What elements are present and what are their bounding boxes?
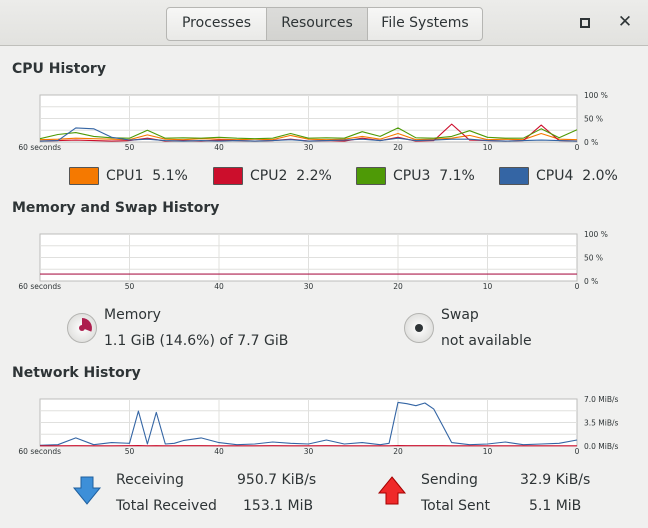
memory-y-tick-label: 50 %	[584, 254, 603, 263]
total-received-value: 153.1 MiB	[243, 498, 314, 514]
memory-x-tick-label: 40	[214, 282, 224, 291]
memory-y-tick-label: 100 %	[584, 230, 608, 239]
close-icon: ✕	[617, 12, 633, 32]
network-x-tick-label: 60 seconds	[18, 447, 61, 456]
cpu-y-tick-label: 0 %	[584, 138, 598, 147]
cpu4-color-swatch[interactable]	[499, 167, 529, 185]
cpu-x-tick-label: 0	[575, 143, 580, 152]
cpu1-name: CPU1	[106, 168, 144, 184]
sending-value: 32.9 KiB/s	[520, 472, 591, 488]
memory-x-tick-label: 50	[125, 282, 135, 291]
cpu-x-tick-label: 20	[393, 143, 403, 152]
swap-label: Swap	[441, 307, 479, 323]
cpu-x-tick-label: 30	[304, 143, 314, 152]
memory-y-tick-label: 0 %	[584, 277, 598, 286]
cpu3-value: 7.1%	[439, 168, 475, 184]
memory-x-tick-label: 0	[575, 282, 580, 291]
network-y-tick-label: 7.0 MiB/s	[584, 395, 619, 404]
cpu2-legend[interactable]: CPU2 2.2%	[213, 166, 332, 186]
maximize-button[interactable]	[575, 13, 595, 33]
network-y-tick-label: 3.5 MiB/s	[584, 419, 619, 428]
cpu-x-tick-label: 50	[125, 143, 135, 152]
cpu3-legend[interactable]: CPU3 7.1%	[356, 166, 475, 186]
memory-label: Memory	[104, 307, 161, 323]
tab-processes[interactable]: Processes	[167, 8, 267, 40]
maximize-icon	[580, 18, 590, 28]
memory-chart: 60 seconds 50 40 30 20 10 0 100 % 50 % 0 %	[18, 230, 607, 291]
cpu4-value: 2.0%	[582, 168, 618, 184]
cpu2-name: CPU2	[250, 168, 288, 184]
cpu1-color-swatch[interactable]	[69, 167, 99, 185]
swap-value: not available	[441, 333, 532, 349]
cpu1-legend[interactable]: CPU1 5.1%	[69, 166, 188, 186]
sending-label: Sending	[421, 472, 478, 488]
receiving-arrow-icon[interactable]	[72, 476, 103, 506]
cpu-x-tick-label: 40	[214, 143, 224, 152]
cpu-series-cpu3-line	[39, 127, 578, 140]
cpu4-name: CPU4	[536, 168, 574, 184]
memory-x-tick-label: 30	[304, 282, 314, 291]
cpu-x-tick-label: 60 seconds	[18, 143, 61, 152]
memory-x-tick-label: 10	[483, 282, 493, 291]
receiving-value: 950.7 KiB/s	[237, 472, 317, 488]
cpu-y-tick-label: 100 %	[584, 91, 608, 100]
total-received-label: Total Received	[116, 498, 217, 514]
cpu3-color-swatch[interactable]	[356, 167, 386, 185]
receiving-label: Receiving	[116, 472, 184, 488]
cpu2-color-swatch[interactable]	[213, 167, 243, 185]
cpu-series-cpu4-line	[39, 127, 578, 142]
cpu-y-tick-label: 50 %	[584, 115, 603, 124]
network-x-tick-label: 40	[214, 447, 224, 456]
network-x-tick-label: 0	[575, 447, 580, 456]
memory-x-tick-label: 20	[393, 282, 403, 291]
network-y-tick-label: 0.0 MiB/s	[584, 442, 619, 451]
cpu2-value: 2.2%	[296, 168, 332, 184]
memory-value: 1.1 GiB (14.6%) of 7.7 GiB	[104, 333, 289, 349]
network-x-tick-label: 20	[393, 447, 403, 456]
tab-resources[interactable]: Resources	[267, 8, 368, 40]
network-history-title: Network History	[12, 365, 141, 381]
cpu1-value: 5.1%	[152, 168, 188, 184]
cpu4-legend[interactable]: CPU4 2.0%	[499, 166, 618, 186]
total-sent-label: Total Sent	[421, 498, 491, 514]
view-switcher: Processes Resources File Systems	[166, 7, 483, 41]
network-x-tick-label: 30	[304, 447, 314, 456]
sending-arrow-icon[interactable]	[377, 476, 408, 506]
memory-x-tick-label: 60 seconds	[18, 282, 61, 291]
memory-pie-icon[interactable]	[67, 313, 97, 343]
network-x-tick-label: 50	[125, 447, 135, 456]
total-sent-value: 5.1 MiB	[529, 498, 582, 514]
swap-pie-icon[interactable]	[404, 313, 434, 343]
header-bar: Processes Resources File Systems ✕	[0, 0, 648, 46]
close-button[interactable]: ✕	[615, 12, 635, 33]
network-chart: 60 seconds 50 40 30 20 10 0 7.0 MiB/s 3.5 MiB/s 0…	[18, 395, 618, 456]
cpu3-name: CPU3	[393, 168, 431, 184]
network-series-receiving-line	[39, 401, 578, 446]
cpu-chart: 60 seconds 50 40 30 20 10 0 100 % 50 % 0 %	[18, 91, 607, 152]
cpu-history-title: CPU History	[12, 61, 106, 77]
tab-file-systems[interactable]: File Systems	[381, 15, 469, 31]
network-x-tick-label: 10	[483, 447, 493, 456]
cpu-x-tick-label: 10	[483, 143, 493, 152]
memory-history-title: Memory and Swap History	[12, 200, 220, 216]
